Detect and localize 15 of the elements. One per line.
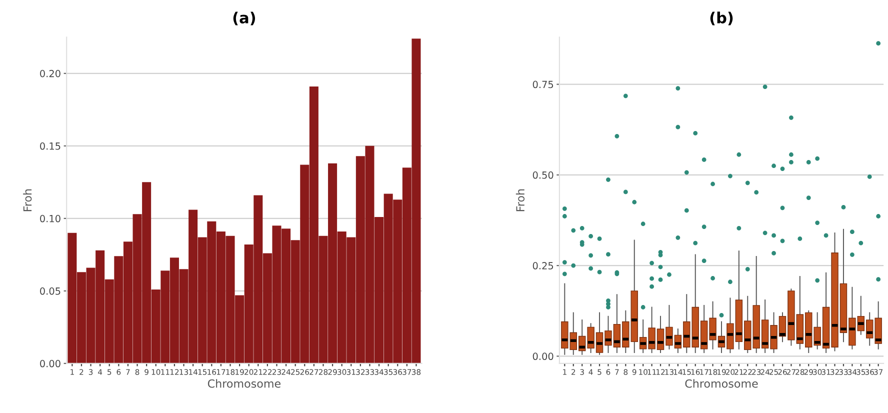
y-tick-label: 0.75 bbox=[532, 80, 554, 88]
y-tick-label: 0.00 bbox=[532, 352, 554, 360]
y-tick-label: 0.10 bbox=[40, 214, 60, 222]
chart-title: (a) bbox=[233, 12, 256, 26]
y-axis-title: Froh bbox=[516, 189, 525, 212]
y-tick-label: 0.05 bbox=[40, 287, 60, 295]
x-axis-title: Chromosome bbox=[208, 379, 280, 388]
y-tick-label: 0.50 bbox=[532, 171, 554, 179]
y-tick-label: 0.20 bbox=[40, 70, 60, 78]
x-axis-title: Chromosome bbox=[685, 379, 758, 388]
y-tick-label: 0.15 bbox=[40, 142, 60, 150]
y-tick-label: 0.25 bbox=[532, 262, 554, 270]
y-tick-label: 0.00 bbox=[40, 360, 60, 368]
y-axis-title: Froh bbox=[23, 189, 32, 212]
chart-title: (b) bbox=[710, 12, 733, 26]
